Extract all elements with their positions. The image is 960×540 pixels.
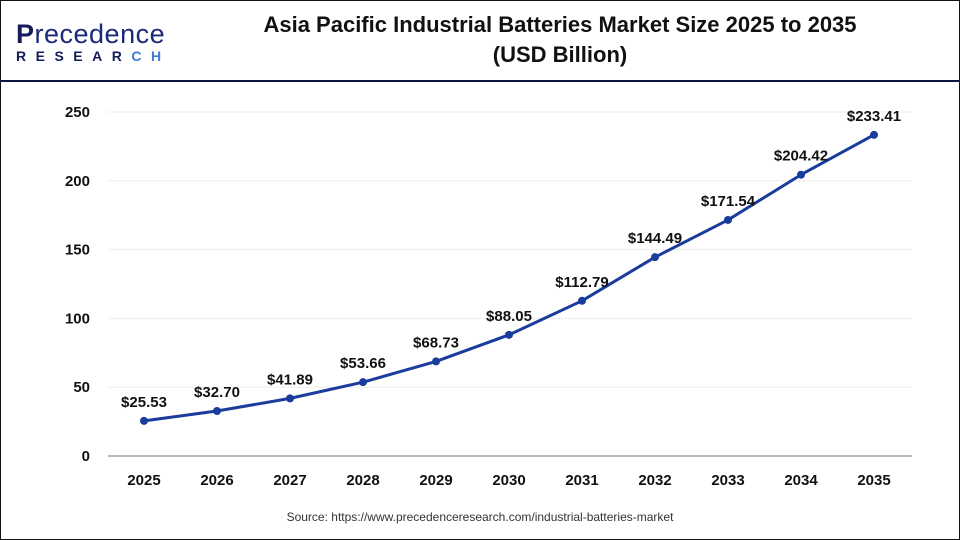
data-point xyxy=(724,215,732,224)
header: Precedence RESEARCH Asia Pacific Industr… xyxy=(0,0,960,82)
data-label: $144.49 xyxy=(628,230,682,247)
data-point xyxy=(286,394,294,403)
data-point xyxy=(797,170,805,179)
x-tick-label: 2029 xyxy=(419,472,452,489)
x-tick-label: 2032 xyxy=(638,472,671,489)
x-tick-label: 2031 xyxy=(565,472,598,489)
data-label: $41.89 xyxy=(267,371,313,388)
data-label: $32.70 xyxy=(194,384,240,401)
data-point xyxy=(578,296,586,305)
data-label: $88.05 xyxy=(486,308,532,325)
data-label: $25.53 xyxy=(121,394,167,411)
x-tick-label: 2035 xyxy=(857,472,890,489)
data-point xyxy=(213,407,221,416)
y-tick-label: 0 xyxy=(82,448,90,465)
y-tick-label: 250 xyxy=(65,104,90,121)
source-note: Source: https://www.precedenceresearch.c… xyxy=(286,510,674,524)
data-label: $53.66 xyxy=(340,355,386,372)
data-label: $204.42 xyxy=(774,148,828,165)
precedence-research-logo: Precedence RESEARCH xyxy=(16,19,171,64)
data-label: $68.73 xyxy=(413,334,459,351)
x-tick-label: 2030 xyxy=(492,472,525,489)
x-tick-label: 2026 xyxy=(200,472,233,489)
data-point xyxy=(651,253,659,262)
x-tick-label: 2027 xyxy=(273,472,306,489)
y-tick-label: 200 xyxy=(65,173,90,190)
data-point xyxy=(432,357,440,366)
x-tick-label: 2028 xyxy=(346,472,379,489)
series-line xyxy=(143,133,875,423)
x-tick-label: 2033 xyxy=(711,472,744,489)
chart-title: Asia Pacific Industrial Batteries Market… xyxy=(200,10,920,70)
data-label: $233.41 xyxy=(847,108,901,125)
title-line-2: (USD Billion) xyxy=(492,42,628,67)
data-point xyxy=(505,330,513,339)
data-label: $112.79 xyxy=(555,274,608,291)
data-point xyxy=(870,130,878,139)
x-tick-label: 2025 xyxy=(127,472,160,489)
data-point xyxy=(140,416,148,425)
data-label: $171.54 xyxy=(701,193,756,210)
title-line-1: Asia Pacific Industrial Batteries Market… xyxy=(263,12,857,37)
data-point xyxy=(359,378,367,387)
y-tick-label: 50 xyxy=(73,379,90,396)
y-tick-label: 100 xyxy=(65,310,90,327)
y-tick-label: 150 xyxy=(65,242,90,259)
x-tick-label: 2034 xyxy=(784,472,818,489)
